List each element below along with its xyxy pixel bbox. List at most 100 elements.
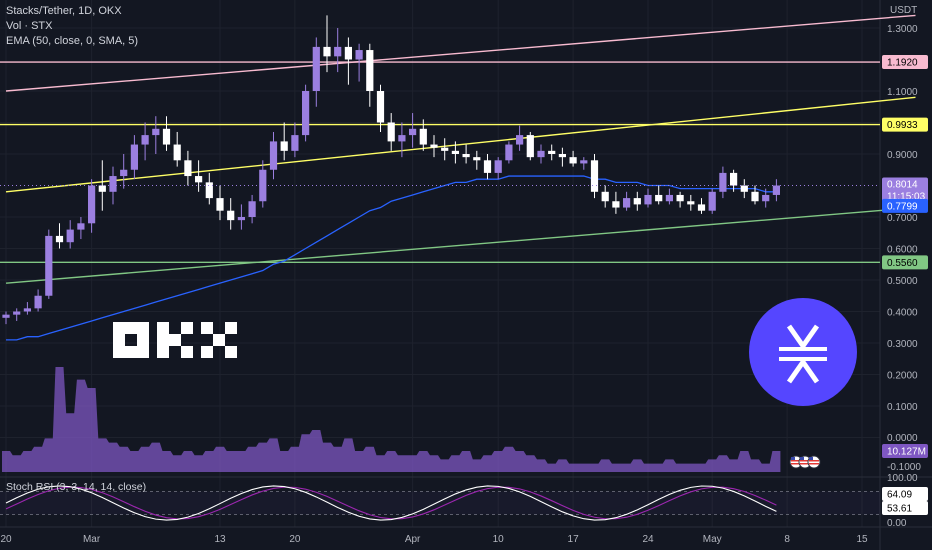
candle [120,154,128,189]
candle-body [441,147,449,151]
candle-body [558,154,566,158]
stoch-k-badge-text: 64.09 [887,490,912,501]
flag-stripe [800,463,810,465]
candle [762,188,770,208]
volume-area [2,367,781,472]
candle-body [494,160,502,173]
candle-body [77,223,85,230]
volume-badge: 10.127M [882,444,928,458]
candle-body [772,185,780,195]
level-badge-text: 1.1920 [887,58,918,69]
candle [141,122,149,161]
candle [612,191,620,214]
stoch-k-line [5,485,777,521]
candle [130,135,138,180]
flag-canton [800,457,804,460]
price-tick-label: 0.9000 [887,150,918,161]
level-badge-bg [882,255,928,270]
stoch-rsi-legend[interactable]: Stoch RSI (3, 3, 14, 14, close) [6,481,147,493]
candle-body [473,157,481,161]
stacks-chevron-top [786,324,820,349]
okx-k-leg [181,346,193,358]
price-axis: USDT1.30001.10001.00000.90000.70000.6000… [882,5,928,529]
candle-body [409,128,417,136]
time-tick-label: 10 [493,534,505,545]
candle-body [216,198,224,211]
flag-canton [809,457,813,460]
candle-body [344,46,352,60]
candle [526,131,534,161]
time-tick-label: May [703,534,722,545]
stacks-logo-circle [749,298,857,406]
candle-body [334,46,342,57]
price-tick-label: 0.4000 [887,308,918,319]
candle [227,198,235,230]
candle-body [430,144,438,148]
candle-body [55,235,64,243]
candle [697,198,706,214]
candle [537,144,545,164]
level-badge-bg [882,55,928,70]
candle-body [355,50,363,60]
candle [77,217,85,240]
candle-body [98,185,106,192]
candle [23,302,31,315]
candle [751,185,759,205]
time-tick-label: 17 [568,534,580,545]
ema-legend[interactable]: EMA (50, close, 0, SMA, 5) [6,35,139,47]
price-tick-label: 0.3000 [887,339,918,350]
candle-body [516,135,524,145]
price-tick-label: -0.1000 [887,462,921,473]
okx-x-tl [201,322,213,334]
candle [334,28,342,73]
price-tick-label: 1.1000 [887,87,918,98]
candle-body [633,198,641,205]
candle [45,229,53,299]
okx-logo [113,322,237,358]
candle-body [665,194,673,202]
level-badge-text: 0.5560 [887,258,918,269]
candle-body [120,169,128,177]
level-badge: 1.1920 [882,55,928,70]
candle [13,308,21,321]
level-badge: 0.9933 [882,117,928,132]
candle-body [109,176,117,192]
stacks-bar-top [779,347,827,351]
last-price-badge-bg [882,177,928,204]
stoch-d-badge: 53.61 [882,501,928,515]
okx-x-bl [201,346,213,358]
candle-body [740,185,748,192]
candle-body [141,135,149,145]
time-tick-label: Mar [83,534,101,545]
level-badge-text: 0.9933 [887,120,918,131]
candle [355,43,363,82]
candle [269,131,278,180]
time-tick-label: Apr [405,534,421,545]
time-tick-label: 13 [214,534,226,545]
candle-body [184,160,192,177]
candle-body [730,172,738,186]
candle [623,191,631,211]
candle-body [601,191,609,202]
candle [462,144,470,164]
candle [259,160,267,208]
candle [344,37,352,85]
price-tick-label: 1.3000 [887,24,918,35]
stacks-bar-bottom [779,357,827,361]
volume-legend[interactable]: Vol · STX [6,20,53,32]
stoch-tick-label: 0.00 [887,518,907,529]
candle [730,169,738,192]
candle-body [162,128,171,145]
ema-badge-bg [882,198,928,213]
candle-body [719,172,727,192]
candle [419,119,427,151]
symbol-title[interactable]: Stacks/Tether, 1D, OKX [6,5,122,17]
candle [601,185,609,208]
candle-body [366,50,374,91]
okx-o-left [113,322,125,358]
candle [580,157,588,170]
candle-body [451,150,459,154]
candle [430,135,438,158]
stoch-d-badge-bg [882,501,928,515]
